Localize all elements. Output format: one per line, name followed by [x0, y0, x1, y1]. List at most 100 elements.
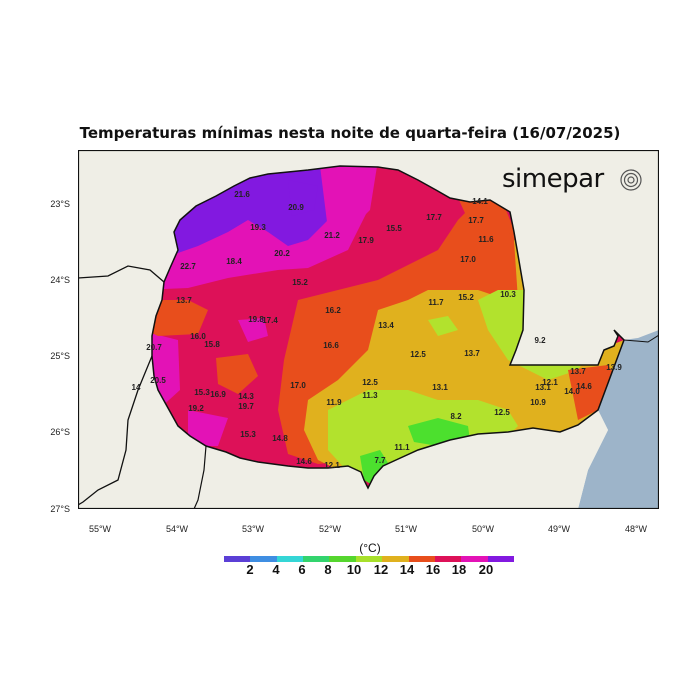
colorbar-label: 10 [346, 562, 362, 577]
station-label: 13.9 [606, 363, 622, 372]
colorbar-label: 6 [298, 562, 306, 577]
station-label: 12.5 [494, 408, 510, 417]
station-label: 20.5 [150, 376, 166, 385]
country-border [78, 355, 153, 506]
lon-tick-label: 55°W [88, 524, 112, 534]
colorbar-label: 2 [246, 562, 254, 577]
station-label: 19.2 [188, 404, 204, 413]
station-label: 13.7 [570, 367, 586, 376]
station-label: 17.7 [468, 216, 484, 225]
stations: 21.6 20.9 19.3 21.2 20.2 22.7 18.4 15.2 … [132, 190, 623, 470]
station-label: 10.9 [530, 398, 546, 407]
station-label: 16.2 [325, 306, 341, 315]
lon-tick-label: 52°W [318, 524, 342, 534]
station-label: 8.2 [450, 412, 462, 421]
lon-tick-label: 49°W [547, 524, 571, 534]
station-label: 14.0 [564, 387, 580, 396]
station-label: 17.0 [460, 255, 476, 264]
station-label: 21.2 [324, 231, 340, 240]
lat-tick-label: 25°S [50, 351, 70, 361]
station-label: 15.5 [386, 224, 402, 233]
station-label: 17.7 [426, 213, 442, 222]
station-label: 18.4 [226, 257, 242, 266]
colorbar-swatch [276, 556, 304, 562]
station-label: 9.2 [534, 336, 546, 345]
colorbar-swatch [487, 556, 514, 562]
lon-tick-label: 51°W [394, 524, 418, 534]
station-label: 13.1 [432, 383, 448, 392]
station-label: 11.3 [362, 391, 378, 400]
colorbar-swatch [303, 556, 330, 562]
lat-tick-label: 27°S [50, 504, 70, 514]
map-canvas: 21.6 20.9 19.3 21.2 20.2 22.7 18.4 15.2 … [78, 150, 659, 509]
colorbar-label: 16 [425, 562, 441, 577]
station-label: 13.1 [535, 383, 551, 392]
colorbar-swatch [382, 556, 409, 562]
station-label: 14.8 [272, 434, 288, 443]
station-label: 19.8 [248, 315, 264, 324]
lon-tick-label: 54°W [165, 524, 189, 534]
coast-land [418, 410, 608, 509]
station-label: 11.1 [394, 443, 410, 452]
lon-tick-label: 48°W [624, 524, 648, 534]
colorbar-swatch [250, 556, 277, 562]
colorbar-swatch [408, 556, 435, 562]
lat-tick-label: 24°S [50, 275, 70, 285]
lon-tick-label: 53°W [241, 524, 265, 534]
station-label: 17.4 [262, 316, 278, 325]
coastline [623, 334, 659, 343]
station-label: 21.6 [234, 190, 250, 199]
station-label: 14.3 [238, 392, 254, 401]
colorbar-swatch [329, 556, 356, 562]
station-label: 15.3 [194, 388, 210, 397]
station-label: 14.6 [296, 457, 312, 466]
station-label: 15.3 [240, 430, 256, 439]
station-label: 15.2 [292, 278, 308, 287]
map-title: Temperaturas mínimas nesta noite de quar… [79, 124, 621, 142]
lon-tick-label: 50°W [471, 524, 495, 534]
colorbar-label: 8 [324, 562, 332, 577]
station-label: 12.5 [410, 350, 426, 359]
signal-icon [620, 169, 642, 191]
state-border-south [193, 445, 207, 509]
colorbar-label: 4 [272, 562, 280, 577]
station-label: 11.9 [326, 398, 342, 407]
colorbar-label: 20 [478, 562, 494, 577]
station-label: 16.9 [210, 390, 226, 399]
station-label: 20.7 [146, 343, 162, 352]
station-label: 20.2 [274, 249, 290, 258]
station-label: 7.7 [374, 456, 386, 465]
station-label: 14 [132, 383, 141, 392]
station-label: 14.1 [472, 197, 488, 206]
station-label: 19.7 [238, 402, 254, 411]
colorbar-label: 14 [399, 562, 415, 577]
colorbar-label: 18 [451, 562, 467, 577]
brand-logo: simepar [502, 164, 604, 194]
country-border [78, 265, 165, 283]
colorbar-swatch [434, 556, 462, 562]
station-label: 13.4 [378, 321, 394, 330]
station-label: 10.3 [500, 290, 516, 299]
station-label: 14.6 [576, 382, 592, 391]
colorbar-swatch [461, 556, 488, 562]
station-label: 15.2 [458, 293, 474, 302]
station-label: 11.6 [478, 235, 494, 244]
station-label: 16.0 [190, 332, 206, 341]
station-label: 13.7 [176, 296, 192, 305]
station-label: 12.5 [362, 378, 378, 387]
colorbar-swatch [224, 556, 251, 562]
station-label: 11.7 [428, 298, 444, 307]
colorbar [224, 556, 514, 562]
ocean [578, 330, 659, 509]
station-label: 22.7 [180, 262, 196, 271]
state-border [151, 165, 625, 490]
station-label: 12.1 [542, 378, 558, 387]
station-label: 17.9 [358, 236, 374, 245]
station-label: 16.6 [323, 341, 339, 350]
legend-unit: (°C) [359, 541, 381, 555]
lat-tick-label: 26°S [50, 427, 70, 437]
station-label: 20.9 [288, 203, 304, 212]
station-label: 17.0 [290, 381, 306, 390]
lat-tick-label: 23°S [50, 199, 70, 209]
station-label: 13.7 [464, 349, 480, 358]
